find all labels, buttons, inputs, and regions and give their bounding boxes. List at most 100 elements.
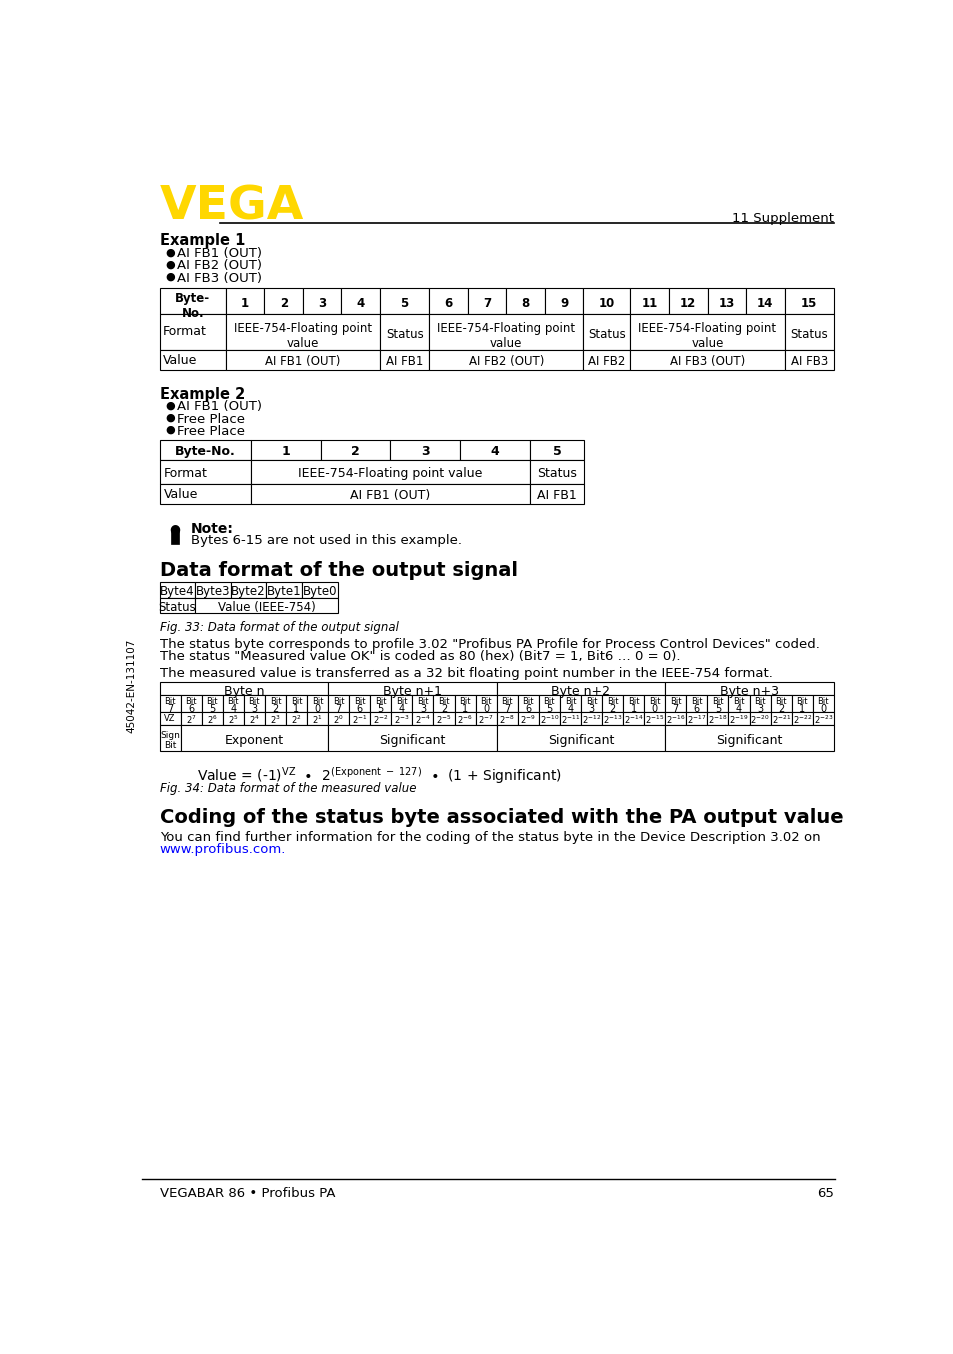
Text: 2$^{0}$: 2$^{0}$ — [333, 714, 344, 726]
Text: 2: 2 — [272, 704, 278, 714]
Text: Bit: Bit — [458, 697, 471, 705]
Bar — [286, 696, 307, 712]
Text: 4: 4 — [567, 704, 573, 714]
Text: Significant: Significant — [716, 734, 781, 747]
Text: 1: 1 — [461, 704, 468, 714]
Text: 11: 11 — [641, 298, 658, 310]
Text: Format: Format — [162, 325, 206, 338]
Text: 5: 5 — [377, 704, 383, 714]
Text: AI FB1 (OUT): AI FB1 (OUT) — [176, 401, 261, 413]
Text: Byte0: Byte0 — [302, 585, 336, 598]
Text: 5: 5 — [552, 445, 561, 458]
Text: 2$^{-21}$: 2$^{-21}$ — [771, 714, 790, 726]
Bar — [497, 682, 664, 696]
Text: ●: ● — [166, 413, 175, 422]
Text: IEEE-754-Floating point value: IEEE-754-Floating point value — [298, 467, 482, 479]
Text: AI FB1: AI FB1 — [537, 489, 577, 502]
Text: Bit: Bit — [206, 697, 217, 705]
Text: 2$^{-19}$: 2$^{-19}$ — [728, 714, 748, 726]
Bar — [544, 288, 582, 314]
Text: Significant: Significant — [378, 734, 445, 747]
Bar — [159, 483, 251, 504]
Bar — [770, 696, 791, 712]
Bar — [379, 314, 429, 349]
Bar — [251, 440, 320, 460]
Text: Significant: Significant — [547, 734, 614, 747]
Bar — [251, 460, 530, 483]
Bar — [582, 288, 630, 314]
Bar — [328, 712, 349, 724]
Text: 3: 3 — [318, 298, 326, 310]
Text: 2: 2 — [609, 704, 615, 714]
Text: 65: 65 — [816, 1186, 833, 1200]
Bar — [685, 696, 706, 712]
Text: Bit: Bit — [333, 697, 344, 705]
Bar — [812, 696, 833, 712]
Text: 2: 2 — [351, 445, 359, 458]
Bar — [530, 440, 583, 460]
Text: Coding of the status byte associated with the PA output value: Coding of the status byte associated wit… — [159, 808, 842, 827]
Text: 3: 3 — [420, 445, 429, 458]
Text: 1: 1 — [281, 445, 290, 458]
Text: 2$^{-12}$: 2$^{-12}$ — [581, 714, 600, 726]
Bar — [664, 696, 685, 712]
Bar — [391, 696, 412, 712]
Text: 2$^{6}$: 2$^{6}$ — [207, 714, 217, 726]
Text: Bit: Bit — [775, 697, 786, 705]
Text: 2$^{-17}$: 2$^{-17}$ — [686, 714, 706, 726]
Text: Status: Status — [789, 328, 827, 341]
Bar — [429, 314, 582, 349]
Text: Bit: Bit — [712, 697, 723, 705]
Bar — [728, 712, 749, 724]
Text: AI FB2 (OUT): AI FB2 (OUT) — [176, 260, 261, 272]
Text: 2$^{-13}$: 2$^{-13}$ — [602, 714, 621, 726]
Text: Free Place: Free Place — [176, 413, 244, 425]
Text: Free Place: Free Place — [176, 425, 244, 439]
Text: Status: Status — [385, 328, 423, 341]
Text: 7: 7 — [167, 704, 173, 714]
Bar — [223, 696, 244, 712]
Text: VEGABAR 86 • Profibus PA: VEGABAR 86 • Profibus PA — [159, 1186, 335, 1200]
Text: 2$^{-8}$: 2$^{-8}$ — [498, 714, 515, 726]
Text: 2$^{-7}$: 2$^{-7}$ — [477, 714, 494, 726]
Bar — [582, 349, 630, 370]
Text: 10: 10 — [598, 298, 615, 310]
Bar — [530, 460, 583, 483]
Bar — [791, 712, 812, 724]
Bar — [749, 696, 770, 712]
Bar — [195, 597, 337, 613]
Text: 2$^{-15}$: 2$^{-15}$ — [644, 714, 663, 726]
Text: 15: 15 — [801, 298, 817, 310]
Text: Byte-
No.: Byte- No. — [175, 292, 210, 320]
Bar — [159, 597, 195, 613]
Bar — [454, 696, 476, 712]
Bar — [226, 314, 379, 349]
Text: Byte n+2: Byte n+2 — [551, 685, 610, 699]
Text: Data format of the output signal: Data format of the output signal — [159, 561, 517, 580]
Bar — [412, 712, 433, 724]
Bar — [159, 582, 195, 597]
Bar — [265, 696, 286, 712]
Bar — [530, 483, 583, 504]
Text: 6: 6 — [444, 298, 452, 310]
Text: 2$^{-2}$: 2$^{-2}$ — [373, 714, 388, 726]
Text: 3: 3 — [588, 704, 594, 714]
Text: ●: ● — [166, 401, 175, 410]
Text: Bit: Bit — [690, 697, 701, 705]
Text: 5: 5 — [209, 704, 215, 714]
Text: Exponent: Exponent — [225, 734, 284, 747]
Bar — [517, 696, 538, 712]
Text: Byte-No.: Byte-No. — [174, 445, 235, 458]
Bar — [159, 349, 226, 370]
Text: 2$^{3}$: 2$^{3}$ — [270, 714, 280, 726]
Bar — [379, 288, 429, 314]
Bar — [433, 712, 454, 724]
Bar — [706, 696, 728, 712]
Bar — [454, 712, 476, 724]
Bar — [707, 288, 745, 314]
Text: 6: 6 — [356, 704, 362, 714]
Text: 2$^{-20}$: 2$^{-20}$ — [750, 714, 769, 726]
Text: Value: Value — [163, 489, 197, 501]
Bar — [231, 582, 266, 597]
Text: 0: 0 — [482, 704, 489, 714]
